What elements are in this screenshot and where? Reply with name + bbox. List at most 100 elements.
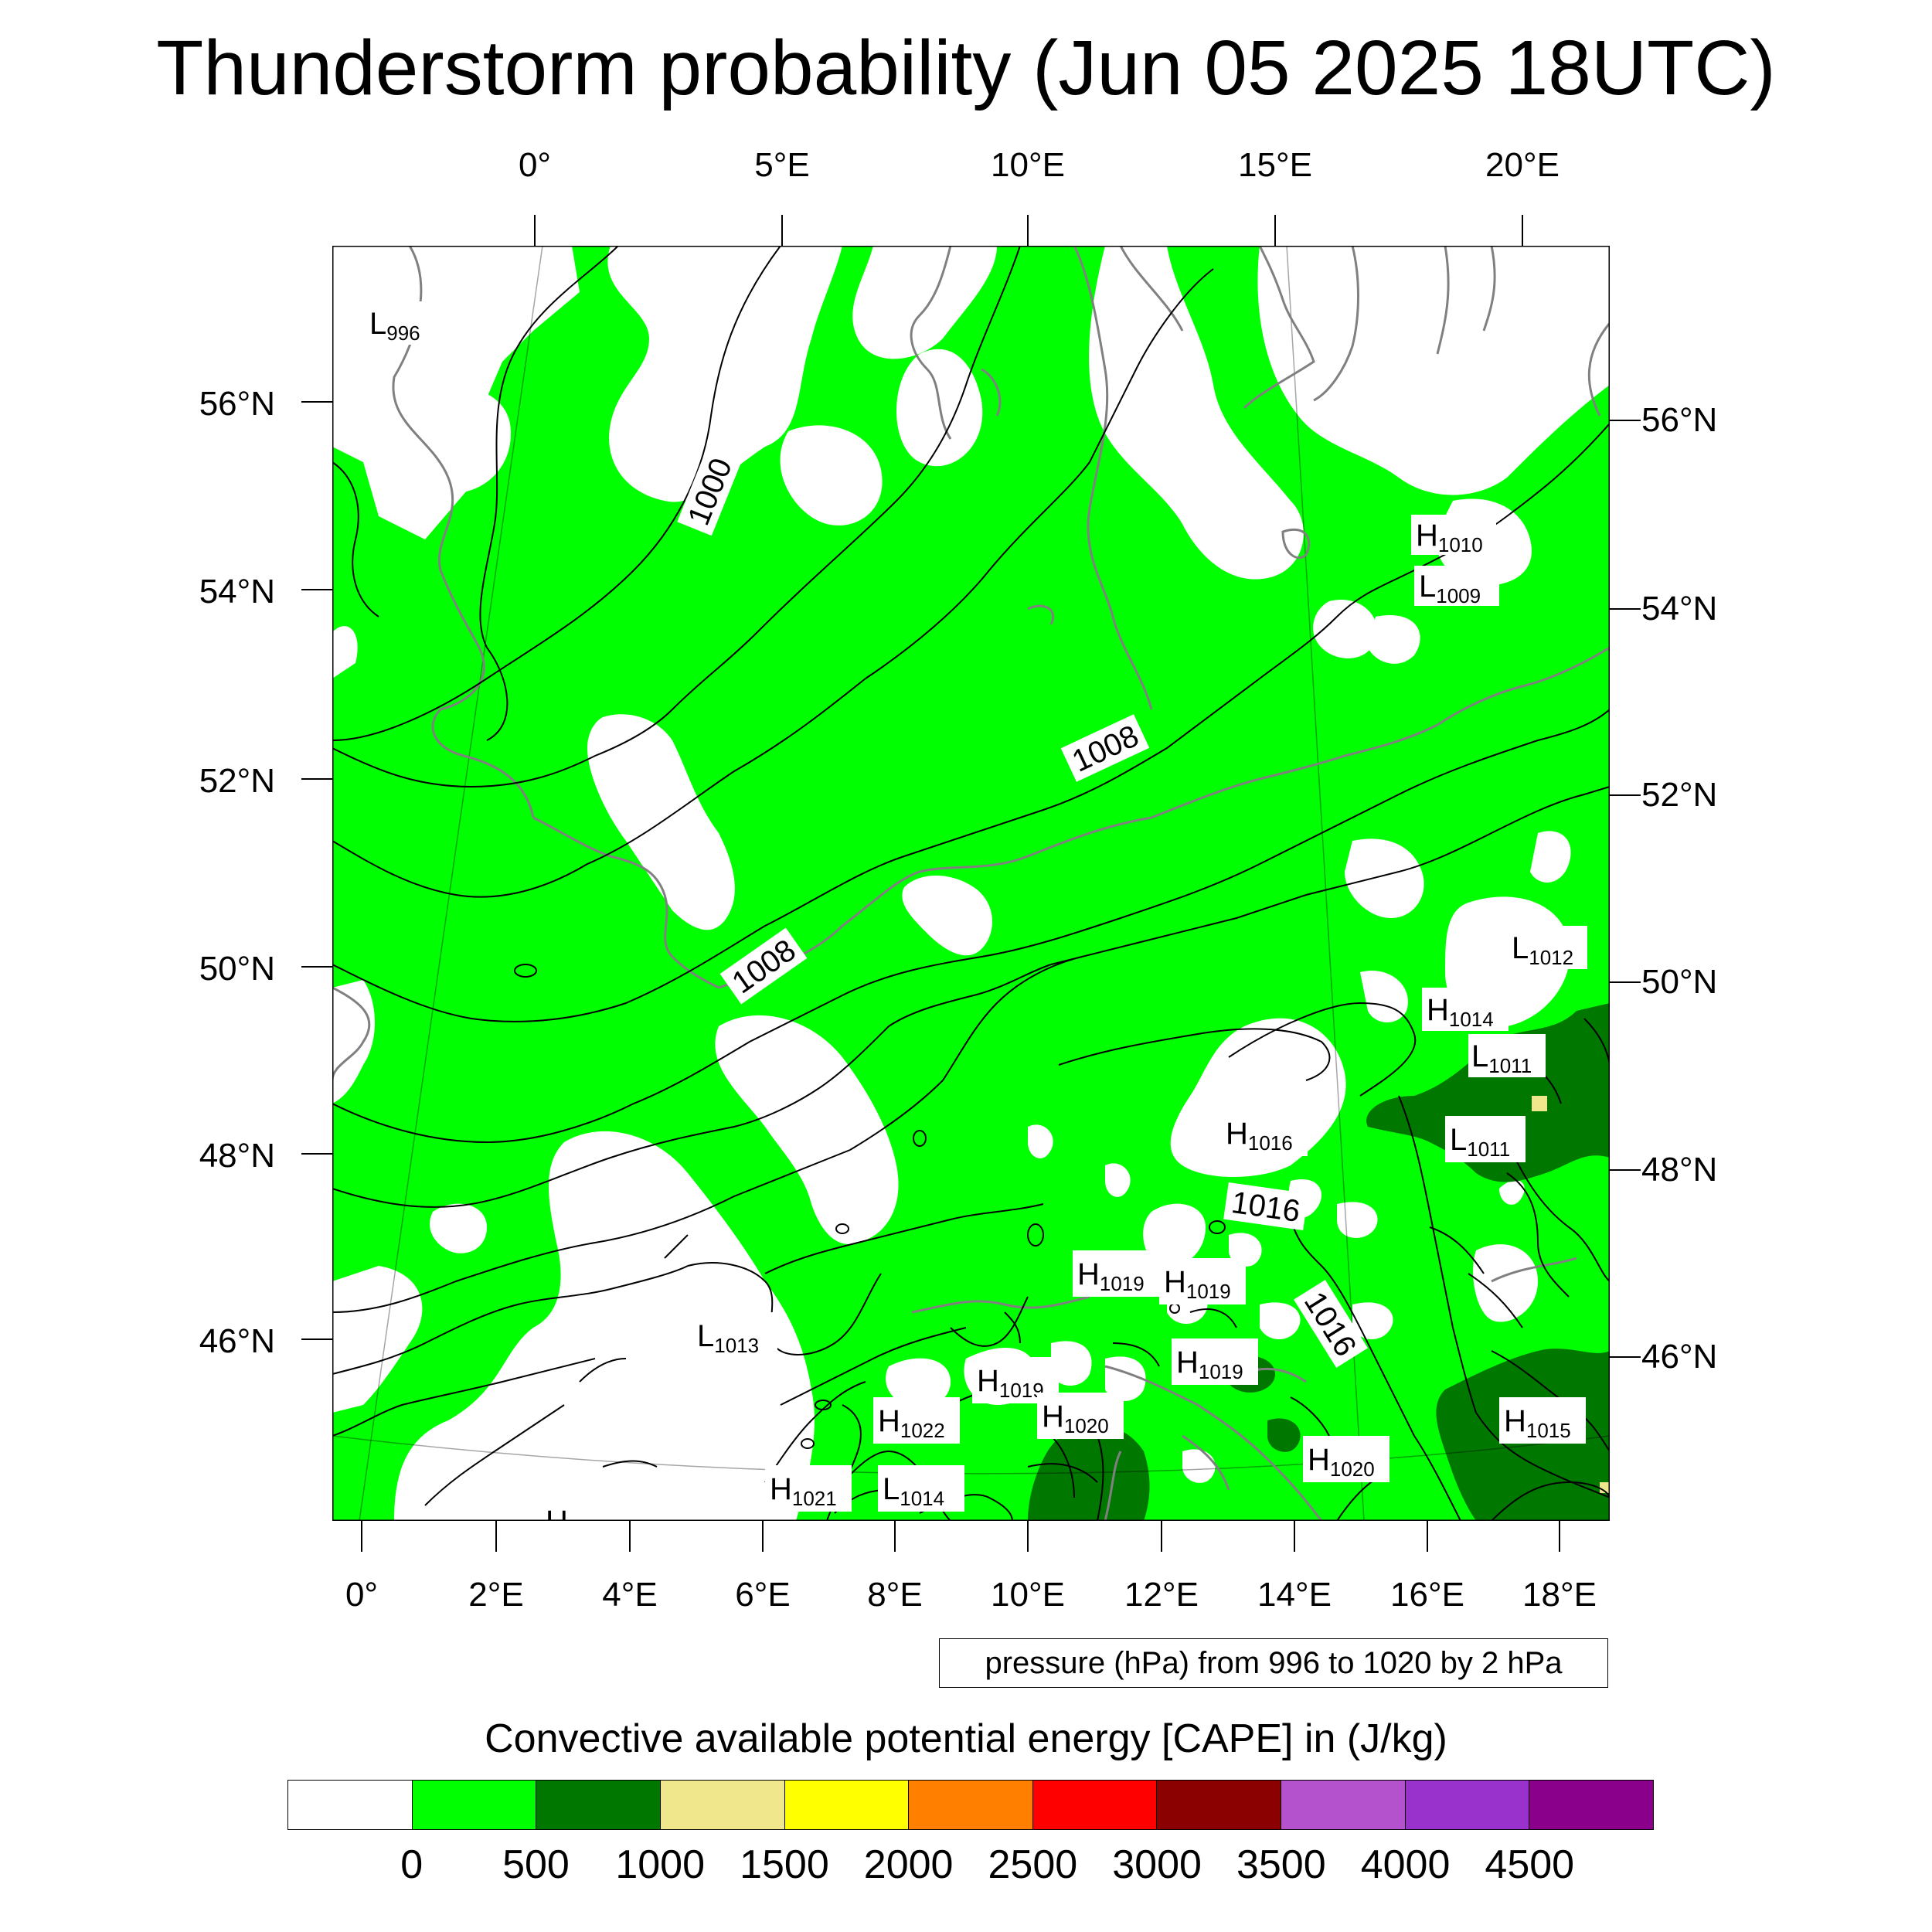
- no-cape-area: [1499, 1180, 1525, 1205]
- colorbar-swatch: [412, 1781, 537, 1829]
- svg-text:H1019: H1019: [1176, 1345, 1243, 1383]
- isobar-line: [757, 246, 1021, 633]
- svg-text:L1012: L1012: [1512, 931, 1573, 969]
- bottom-lon-label: 0°: [345, 1576, 379, 1614]
- top-lon-label: 5°E: [754, 146, 810, 184]
- figure-title: Thunderstorm probability (Jun 05 2025 18…: [156, 25, 1776, 111]
- pressure-center: H1019: [1172, 1338, 1258, 1385]
- pressure-center: H1016: [1221, 1110, 1308, 1156]
- pressure-center: L1012: [1507, 926, 1587, 969]
- left-lat-label: 54°N: [199, 573, 275, 611]
- isobar-line: [424, 1404, 565, 1506]
- pressure-center-type: L: [697, 1319, 714, 1353]
- svg-text:L996: L996: [369, 307, 420, 345]
- no-cape-area: [1313, 600, 1377, 658]
- isobar-line: [1290, 1396, 1330, 1437]
- isobar-line: [332, 461, 379, 617]
- colorbar-tick-label: 2000: [863, 1842, 954, 1887]
- isobar-line: [479, 246, 619, 741]
- colorbar-title: Convective available potential energy [C…: [485, 1716, 1447, 1761]
- pressure-center-value: 1016: [1248, 1131, 1293, 1155]
- right-lat-label: 48°N: [1641, 1151, 1718, 1189]
- pressure-center-value: 1009: [1436, 584, 1481, 607]
- isobar-line: [1429, 1226, 1485, 1274]
- isobar-line: [865, 268, 1214, 679]
- no-cape-area: [886, 1358, 951, 1408]
- svg-text:H1019: H1019: [977, 1364, 1044, 1402]
- isobar-line: [1305, 786, 1610, 896]
- pressure-center: H1015: [1499, 1397, 1586, 1444]
- no-cape-area: [1089, 246, 1304, 580]
- bottom-lon-label: 10°E: [991, 1576, 1065, 1614]
- isobar-line: [1050, 1435, 1075, 1498]
- isobar-ring: [801, 1438, 815, 1449]
- svg-text:L1013: L1013: [697, 1319, 759, 1357]
- pressure-center: H1014: [1422, 988, 1509, 1031]
- coastline: [1027, 604, 1055, 625]
- svg-text:L1011: L1011: [1450, 1123, 1510, 1161]
- colorbar-tick-label: 4000: [1360, 1842, 1451, 1887]
- pressure-center: L996: [363, 301, 456, 345]
- isobar-line: [1189, 1308, 1237, 1328]
- pressure-center-type: L: [1419, 570, 1436, 604]
- isobar-line: [1491, 1481, 1610, 1521]
- left-lat-label: 52°N: [199, 762, 275, 800]
- colorbar-tick-label: 500: [502, 1842, 570, 1887]
- isobar-line: [332, 1265, 689, 1375]
- bottom-lon-label: 2°E: [468, 1576, 524, 1614]
- isobars: [332, 246, 1610, 1521]
- coastline: [718, 816, 1152, 989]
- pressure-center-type: H: [770, 1472, 792, 1506]
- pressure-center: H1019: [972, 1357, 1059, 1403]
- svg-text:L1011: L1011: [1471, 1039, 1532, 1077]
- no-cape-area: [1051, 1341, 1092, 1386]
- isobar-line: [332, 1358, 596, 1437]
- no-cape-areas: [332, 246, 1610, 1521]
- pressure-center-type: H: [1504, 1404, 1526, 1438]
- isobar-line: [332, 631, 758, 788]
- coastline: [1313, 246, 1359, 402]
- no-cape-area: [1028, 1124, 1053, 1158]
- svg-text:L1009: L1009: [1419, 570, 1481, 607]
- isobar-line: [780, 1327, 967, 1406]
- pressure-center-type: L: [883, 1472, 900, 1506]
- cape-khaki-speck: [1532, 1096, 1547, 1111]
- pressure-center-value: 1019: [999, 1379, 1044, 1402]
- pressure-center: H1020: [1303, 1436, 1389, 1482]
- svg-text:H1019: H1019: [1077, 1257, 1145, 1295]
- coastline: [1151, 723, 1438, 819]
- cape-mid-area: [1028, 1425, 1150, 1521]
- no-cape-area: [715, 1015, 899, 1244]
- isobar-line: [332, 855, 905, 1022]
- colorbar: [287, 1780, 1654, 1830]
- pressure-center-value: 1019: [1199, 1360, 1243, 1383]
- pressure-info-label: pressure (hPa) from 996 to 1020 by 2 hPa: [939, 1638, 1608, 1688]
- no-cape-area: [1352, 1302, 1393, 1339]
- no-cape-area: [1257, 246, 1610, 495]
- pressure-center-value: 1020: [1064, 1414, 1109, 1437]
- no-cape-area: [902, 876, 992, 956]
- meridian-line: [1286, 246, 1365, 1521]
- isobar-line: [1506, 1141, 1610, 1282]
- svg-text:H1022: H1022: [878, 1404, 945, 1442]
- colorbar-swatch: [909, 1781, 1033, 1829]
- pressure-center: H1022: [873, 1397, 960, 1444]
- top-lon-label: 15°E: [1238, 146, 1312, 184]
- isobar-line: [1468, 1273, 1523, 1328]
- colorbar-swatch: [1281, 1781, 1406, 1829]
- pressure-center-value: 996: [386, 321, 420, 345]
- svg-text:H1015: H1015: [1504, 1404, 1571, 1442]
- no-cape-area: [780, 425, 883, 526]
- pressure-center-value: 1022: [900, 1419, 945, 1442]
- no-cape-area: [1368, 615, 1420, 664]
- isobar-line: [332, 1087, 820, 1208]
- pressure-center-value: 1012: [1529, 946, 1573, 969]
- no-cape-area: [1345, 838, 1424, 918]
- coastlines: [332, 246, 1610, 1521]
- pressure-center: H1019: [1159, 1258, 1246, 1304]
- bottom-lon-label: 16°E: [1390, 1576, 1464, 1614]
- map-panel: 1000 1008 1008 1016 1016 L996: [332, 246, 1610, 1521]
- cape-500-1000-areas: [1028, 1003, 1610, 1521]
- colorbar-swatch: [1405, 1781, 1530, 1829]
- coastline: [1281, 528, 1311, 560]
